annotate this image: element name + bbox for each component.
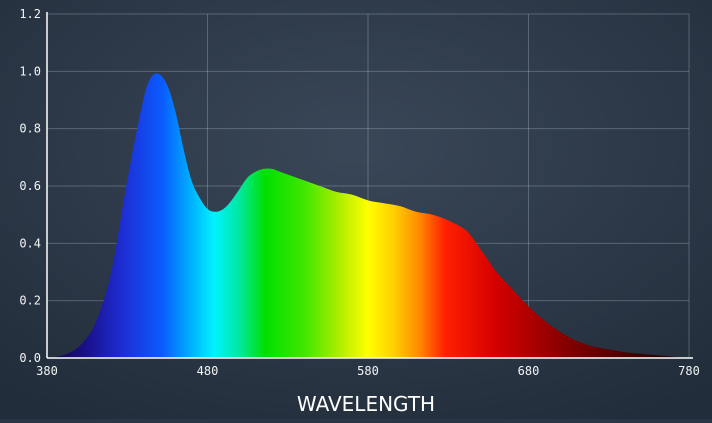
y-tick-label: 0.6 — [19, 179, 41, 193]
y-tick-label: 0.2 — [19, 294, 41, 308]
x-tick-label: 380 — [36, 364, 58, 378]
y-tick-label: 0.4 — [19, 236, 41, 250]
x-tick-label: 780 — [678, 364, 700, 378]
x-tick-label: 580 — [357, 364, 379, 378]
x-tick-label: 480 — [197, 364, 219, 378]
y-tick-label: 0.0 — [19, 351, 41, 365]
y-tick-label: 1.0 — [19, 64, 41, 78]
x-tick-label: 680 — [518, 364, 540, 378]
x-axis-title: WAVELENGTH — [297, 392, 435, 416]
spectrum-area — [47, 73, 689, 358]
y-tick-labels: 0.0 0.2 0.4 0.6 0.8 1.0 1.2 — [19, 7, 41, 365]
x-tick-labels: 380 480 580 680 780 — [36, 364, 700, 378]
y-tick-label: 0.8 — [19, 122, 41, 136]
y-tick-label: 1.2 — [19, 7, 41, 21]
